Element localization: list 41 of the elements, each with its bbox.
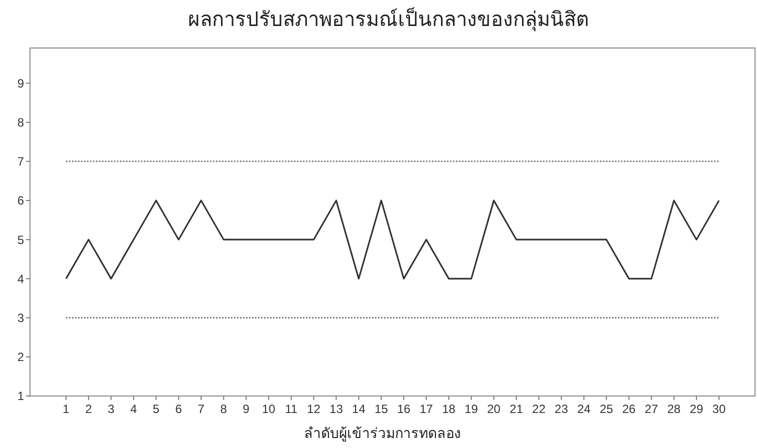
y-tick-label: 1 bbox=[17, 389, 24, 404]
x-tick-label: 8 bbox=[220, 402, 228, 416]
x-tick-label: 9 bbox=[242, 402, 250, 416]
x-tick-label: 11 bbox=[284, 402, 298, 416]
x-tick-label: 1 bbox=[62, 402, 70, 416]
x-tick-label: 17 bbox=[420, 402, 434, 416]
y-tick-label: 5 bbox=[17, 232, 24, 247]
x-tick-label: 19 bbox=[464, 402, 478, 416]
x-axis-title: ลำดับผู้เข้าร่วมการทดลอง bbox=[304, 425, 461, 442]
x-tick-label: 29 bbox=[690, 402, 704, 416]
y-tick-label: 9 bbox=[17, 76, 24, 90]
y-tick-label: 3 bbox=[17, 311, 24, 325]
x-tick-label: 16 bbox=[397, 402, 411, 416]
x-tick-label: 6 bbox=[175, 402, 182, 416]
x-tick-label: 3 bbox=[108, 402, 115, 416]
x-tick-label: 23 bbox=[554, 402, 568, 416]
x-tick-label: 5 bbox=[152, 402, 160, 416]
x-tick-label: 22 bbox=[532, 402, 546, 416]
x-tick-label: 2 bbox=[85, 402, 92, 416]
y-tick-label: 6 bbox=[17, 194, 24, 208]
x-tick-label: 4 bbox=[130, 402, 138, 416]
x-tick-label: 18 bbox=[442, 402, 456, 416]
x-tick-label: 25 bbox=[600, 402, 614, 416]
x-tick-label: 7 bbox=[198, 402, 205, 416]
x-tick-label: 26 bbox=[622, 402, 636, 416]
x-tick-label: 15 bbox=[374, 402, 388, 416]
y-tick-label: 7 bbox=[17, 154, 24, 169]
x-tick-label: 27 bbox=[644, 402, 658, 416]
x-tick-label: 13 bbox=[330, 402, 344, 416]
x-tick-label: 21 bbox=[510, 402, 524, 416]
x-tick-label: 28 bbox=[667, 402, 681, 416]
x-tick-label: 10 bbox=[262, 402, 276, 416]
x-tick-label: 12 bbox=[307, 402, 321, 416]
y-tick-label: 8 bbox=[17, 115, 24, 130]
chart-title: ผลการปรับสภาพอารมณ์เป็นกลางของกลุ่มนิสิต bbox=[188, 6, 589, 32]
y-tick-label: 4 bbox=[17, 272, 24, 286]
x-tick-label: 24 bbox=[577, 402, 591, 416]
x-tick-label: 14 bbox=[352, 402, 366, 416]
x-tick-label: 20 bbox=[487, 402, 501, 416]
y-tick-label: 2 bbox=[17, 350, 24, 364]
x-tick-label: 30 bbox=[712, 402, 726, 416]
